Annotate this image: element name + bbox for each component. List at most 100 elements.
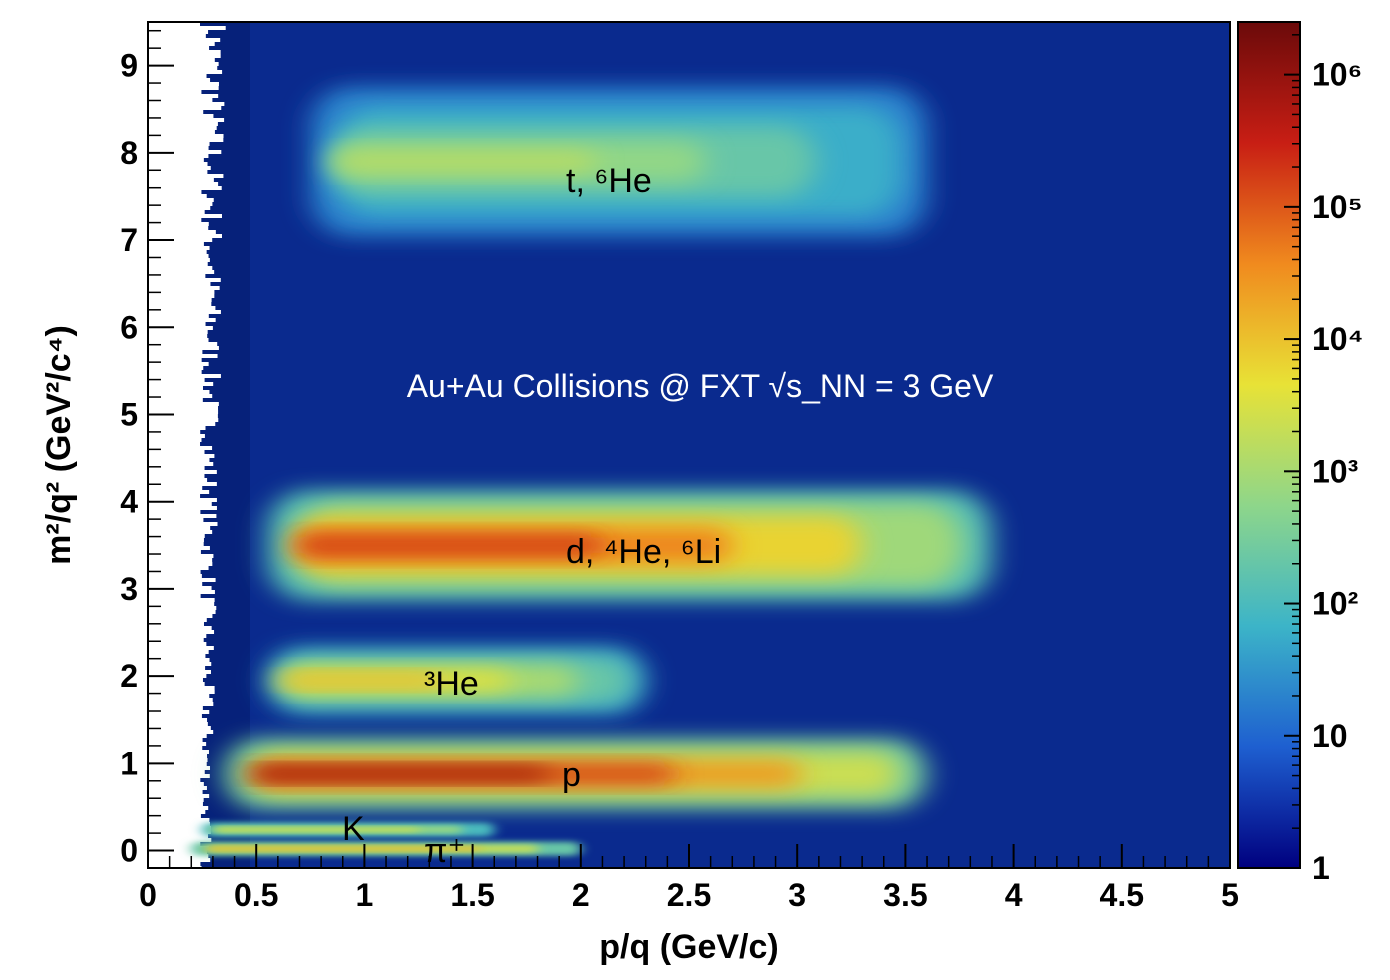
- plot-area: [148, 22, 1230, 868]
- edge-noise-gap: [190, 542, 204, 546]
- edge-noise-gap: [190, 630, 215, 634]
- edge-noise-gap: [190, 718, 208, 722]
- edge-noise-gap: [190, 434, 205, 438]
- band-p: [223, 738, 928, 809]
- x-tick-label: 3: [788, 877, 806, 913]
- edge-noise-gap: [190, 782, 204, 786]
- edge-noise-gap: [190, 330, 208, 334]
- colorbar-tick-label: 10: [1312, 718, 1348, 754]
- edge-noise-gap: [190, 318, 216, 322]
- annotation-helium3: ³He: [424, 665, 479, 703]
- edge-noise-gap: [190, 666, 206, 670]
- edge-noise-gap: [190, 342, 218, 346]
- edge-noise-gap: [190, 566, 209, 570]
- edge-noise-gap: [190, 598, 215, 602]
- edge-noise-gap: [190, 78, 211, 82]
- x-tick-label: 4: [1005, 877, 1023, 913]
- y-axis-title: m²/q² (GeV²/c⁴): [40, 325, 78, 565]
- edge-noise-gap: [190, 370, 202, 374]
- edge-noise-gap: [190, 30, 209, 34]
- edge-noise-gap: [190, 406, 219, 410]
- edge-noise-gap: [190, 798, 204, 802]
- y-tick-label: 8: [120, 135, 138, 171]
- edge-noise-gap: [190, 478, 208, 482]
- edge-noise-gap: [190, 150, 222, 154]
- edge-noise-gap: [190, 214, 222, 218]
- edge-noise-gap: [190, 426, 206, 430]
- y-tick-label: 6: [120, 309, 138, 345]
- annotation-kaon: K: [342, 810, 365, 848]
- edge-noise-gap: [190, 42, 215, 46]
- edge-noise-gap: [190, 614, 213, 618]
- edge-noise-gap: [190, 238, 213, 242]
- edge-noise-gap: [190, 234, 222, 238]
- edge-noise-gap: [190, 726, 211, 730]
- edge-noise-gap: [190, 314, 209, 318]
- edge-noise-gap: [190, 678, 203, 682]
- edge-noise-gap: [190, 374, 221, 378]
- edge-noise-gap: [190, 474, 205, 478]
- colorbar-tick-label: 1: [1312, 850, 1330, 886]
- edge-noise-gap: [190, 518, 204, 522]
- edge-noise-gap: [190, 322, 206, 326]
- edge-noise-gap: [190, 186, 222, 190]
- edge-noise-gap: [190, 742, 207, 746]
- edge-noise-gap: [190, 454, 215, 458]
- edge-noise-gap: [190, 706, 203, 710]
- edge-noise-gap: [190, 310, 221, 314]
- band-layer: [296, 536, 601, 555]
- edge-noise-gap: [190, 758, 208, 762]
- edge-noise-gap: [190, 658, 210, 662]
- edge-noise-gap: [190, 682, 205, 686]
- edge-noise-gap: [190, 26, 226, 30]
- edge-noise-gap: [190, 422, 216, 426]
- edge-noise-gap: [190, 170, 208, 174]
- edge-noise-gap: [190, 490, 210, 494]
- edge-noise-gap: [190, 686, 215, 690]
- edge-noise-gap: [190, 158, 204, 162]
- edge-noise-gap: [190, 306, 216, 310]
- edge-noise-gap: [190, 226, 209, 230]
- edge-noise-gap: [190, 466, 205, 470]
- annotation-pion: π⁺: [424, 832, 465, 870]
- edge-noise-gap: [190, 378, 205, 382]
- edge-noise-gap: [190, 482, 217, 486]
- edge-noise-gap: [190, 34, 206, 38]
- edge-noise-gap: [190, 194, 207, 198]
- band-layer: [251, 768, 548, 779]
- edge-noise-gap: [190, 218, 202, 222]
- edge-noise-gap: [190, 126, 217, 130]
- colorbar-tick-label: 10³: [1312, 453, 1358, 489]
- edge-noise-gap: [190, 690, 215, 694]
- edge-noise-gap: [190, 762, 207, 766]
- colorbar-tick-label: 10⁶: [1312, 57, 1362, 93]
- edge-noise-gap: [190, 54, 221, 58]
- edge-noise-gap: [190, 70, 223, 74]
- edge-noise-gap: [190, 594, 201, 598]
- edge-noise-gap: [190, 586, 212, 590]
- edge-noise-gap: [190, 114, 214, 118]
- edge-noise-gap: [190, 794, 210, 798]
- edge-noise-gap: [190, 766, 211, 770]
- edge-noise-gap: [190, 430, 201, 434]
- annotation-proton: p: [562, 756, 581, 794]
- edge-noise-gap: [190, 198, 214, 202]
- edge-noise-gap: [190, 734, 207, 738]
- edge-noise-gap: [190, 202, 213, 206]
- edge-noise-gap: [190, 266, 213, 270]
- edge-noise-gap: [190, 554, 214, 558]
- edge-noise-gap: [190, 538, 204, 542]
- edge-noise-gap: [190, 622, 204, 626]
- band-dheli: [267, 490, 992, 601]
- edge-noise-gap: [190, 862, 201, 866]
- edge-noise-gap: [190, 386, 203, 390]
- edge-noise-gap: [190, 122, 218, 126]
- band-the: [310, 86, 928, 237]
- edge-noise-gap: [190, 350, 203, 354]
- edge-noise-gap: [190, 810, 206, 814]
- edge-noise-gap: [190, 102, 225, 106]
- edge-noise-gap: [190, 486, 203, 490]
- colorbar-frame: [1237, 21, 1301, 869]
- edge-noise-gap: [190, 858, 211, 862]
- edge-noise-gap: [190, 550, 201, 554]
